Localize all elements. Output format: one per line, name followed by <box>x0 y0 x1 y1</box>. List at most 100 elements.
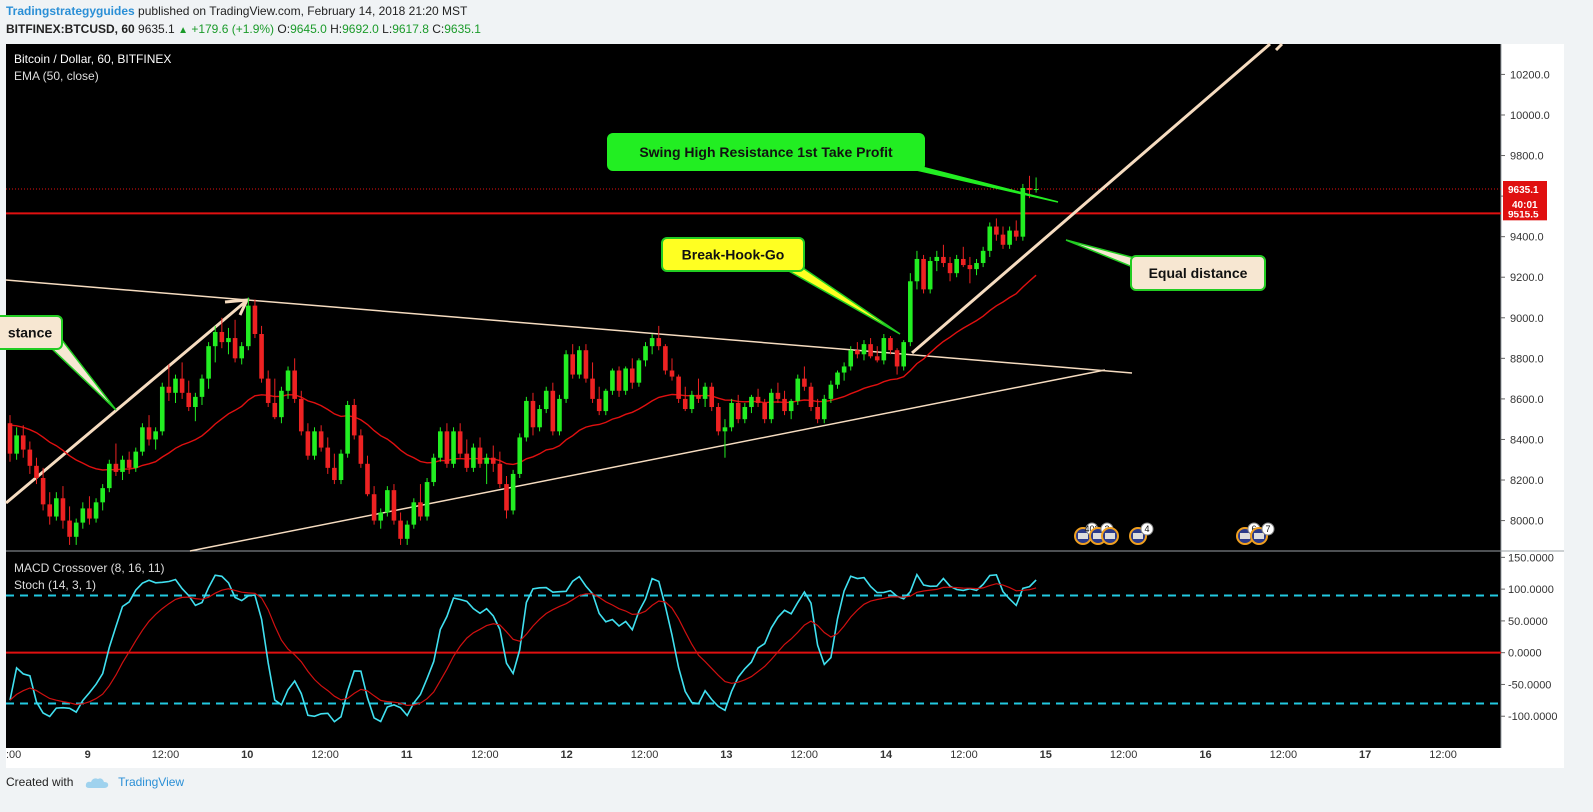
candle-body <box>20 435 26 450</box>
flag-stripes <box>1133 533 1143 539</box>
candle-body <box>994 226 999 235</box>
candle-body <box>279 390 284 418</box>
event-badges: 4032467 <box>1074 522 1275 545</box>
candle-body <box>40 477 46 505</box>
candle-body <box>510 473 516 511</box>
time-tick-label: 12 <box>561 749 573 761</box>
candle-body <box>960 258 966 266</box>
macd-legend[interactable]: MACD Crossover (8, 16, 11) <box>14 561 165 575</box>
candle-body <box>305 431 311 456</box>
candle-body <box>689 394 695 410</box>
equal-distance-callout-text: Equal distance <box>1149 265 1248 281</box>
time-tick-label: 17 <box>1359 749 1371 761</box>
lower-triangle-line <box>189 369 1106 552</box>
candle-body <box>570 354 575 375</box>
candle-body <box>113 463 119 472</box>
candle-body <box>265 378 271 403</box>
candle-body <box>318 431 324 448</box>
price-tick-label: 8200.0 <box>1510 475 1544 487</box>
high-label: H: <box>330 22 343 36</box>
candle-body <box>967 265 973 270</box>
last-price-text: 9635.1 <box>1508 185 1539 196</box>
candle-body <box>1007 230 1012 245</box>
candle-body <box>325 447 331 468</box>
candle-body <box>193 396 198 408</box>
low-value: 9617.8 <box>392 22 429 36</box>
candle-body <box>126 459 132 468</box>
event-count-text: 403 <box>1084 524 1099 534</box>
left-distance-callout-text: stance <box>8 325 53 341</box>
candle-body <box>385 490 390 513</box>
candles <box>7 175 1039 545</box>
event-count-text: 7 <box>1265 524 1270 534</box>
candle-body <box>894 350 900 367</box>
candle-body <box>623 368 628 391</box>
price-chart[interactable]: 8000.0 8200.0 8400.0 8600.0 8800.0 9000.0 9200… <box>0 40 1593 768</box>
time-tick-label: 10 <box>241 749 253 761</box>
triangle-up-icon: ▲ <box>178 25 188 36</box>
candle-body <box>947 263 953 274</box>
candle-body <box>821 398 827 420</box>
ema-legend[interactable]: EMA (50, close) <box>14 69 99 83</box>
candle-body <box>398 520 403 539</box>
price-tick-label: 8000.0 <box>1510 516 1544 528</box>
candle-body <box>246 305 251 347</box>
candle-body <box>431 457 436 483</box>
candle-body <box>159 386 165 432</box>
candle-body <box>802 378 807 387</box>
countdown-text: 40:01 <box>1512 200 1538 211</box>
candle-body <box>259 334 264 379</box>
candle-body <box>272 402 278 418</box>
oscillator <box>6 572 1501 723</box>
candle-body <box>861 344 867 355</box>
candle-body <box>179 378 185 393</box>
candle-body <box>232 338 238 359</box>
candle-body <box>855 350 860 355</box>
candle-body <box>332 467 337 481</box>
candle-body <box>590 378 595 399</box>
price-tick-label: 10000.0 <box>1510 110 1550 122</box>
candle-body <box>418 502 423 517</box>
candle-body <box>908 281 913 343</box>
measure-line-left <box>5 300 246 505</box>
price-tick-label: 9000.0 <box>1510 313 1544 325</box>
tradingview-link[interactable]: TradingView <box>118 775 185 789</box>
candle-body <box>1000 234 1006 245</box>
candle-body <box>550 390 556 432</box>
candle-body <box>298 398 304 432</box>
price-tick-label: 9200.0 <box>1510 272 1544 284</box>
candle-body <box>54 498 59 517</box>
break-hook-go-callout-text: Break-Hook-Go <box>682 247 785 263</box>
candle-body <box>345 404 350 454</box>
candle-body <box>444 431 450 464</box>
candle-body <box>100 488 105 503</box>
candle-body <box>742 407 748 420</box>
time-tick-label: 12:00 <box>1110 749 1138 761</box>
candle-body <box>292 370 297 399</box>
high-value: 9692.0 <box>342 22 379 36</box>
candle-body <box>782 398 787 412</box>
left-distance-callout-box <box>0 315 63 350</box>
tradingview-cloud-icon <box>85 778 108 788</box>
resistance-price-text: 9515.5 <box>1508 209 1539 220</box>
publish-line: Tradingstrategyguides published on Tradi… <box>6 4 467 18</box>
candle-body <box>391 490 397 521</box>
publisher-link[interactable]: Tradingstrategyguides <box>6 4 135 18</box>
candle-body <box>835 372 840 385</box>
event-count-badge <box>1140 522 1154 536</box>
candle-body <box>252 305 258 335</box>
candle-body <box>199 378 205 397</box>
candle-body <box>669 370 675 377</box>
candle-body <box>596 398 602 412</box>
osc-tick-label: 0.0000 <box>1508 648 1542 660</box>
candle-body <box>451 431 456 464</box>
symbol-line: BITFINEX:BTCUSD, 60 9635.1 ▲ +179.6 (+1.… <box>6 22 481 36</box>
stoch-legend[interactable]: Stoch (14, 3, 1) <box>14 578 96 592</box>
flag-stripes <box>1105 533 1115 539</box>
candle-body <box>146 427 152 440</box>
candle-body <box>47 504 53 517</box>
candle-body <box>166 386 172 393</box>
price-tick-label: 8600.0 <box>1510 394 1544 406</box>
candle-body <box>716 407 721 432</box>
osc-tick-label: -50.0000 <box>1508 679 1551 691</box>
